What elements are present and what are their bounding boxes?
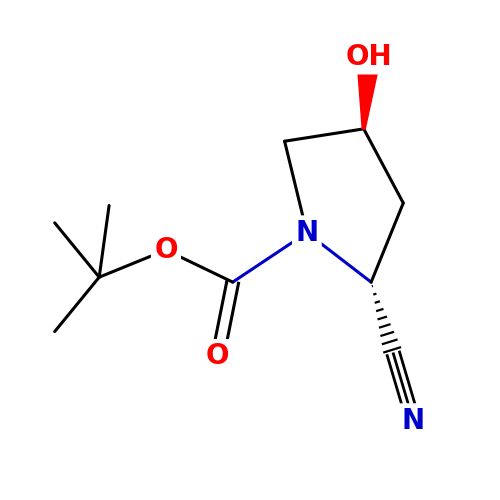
Text: O: O [206, 342, 230, 370]
Text: N: N [402, 406, 424, 434]
Text: N: N [296, 218, 318, 246]
Polygon shape [358, 64, 379, 129]
Text: OH: OH [346, 43, 392, 71]
Text: O: O [154, 236, 178, 264]
